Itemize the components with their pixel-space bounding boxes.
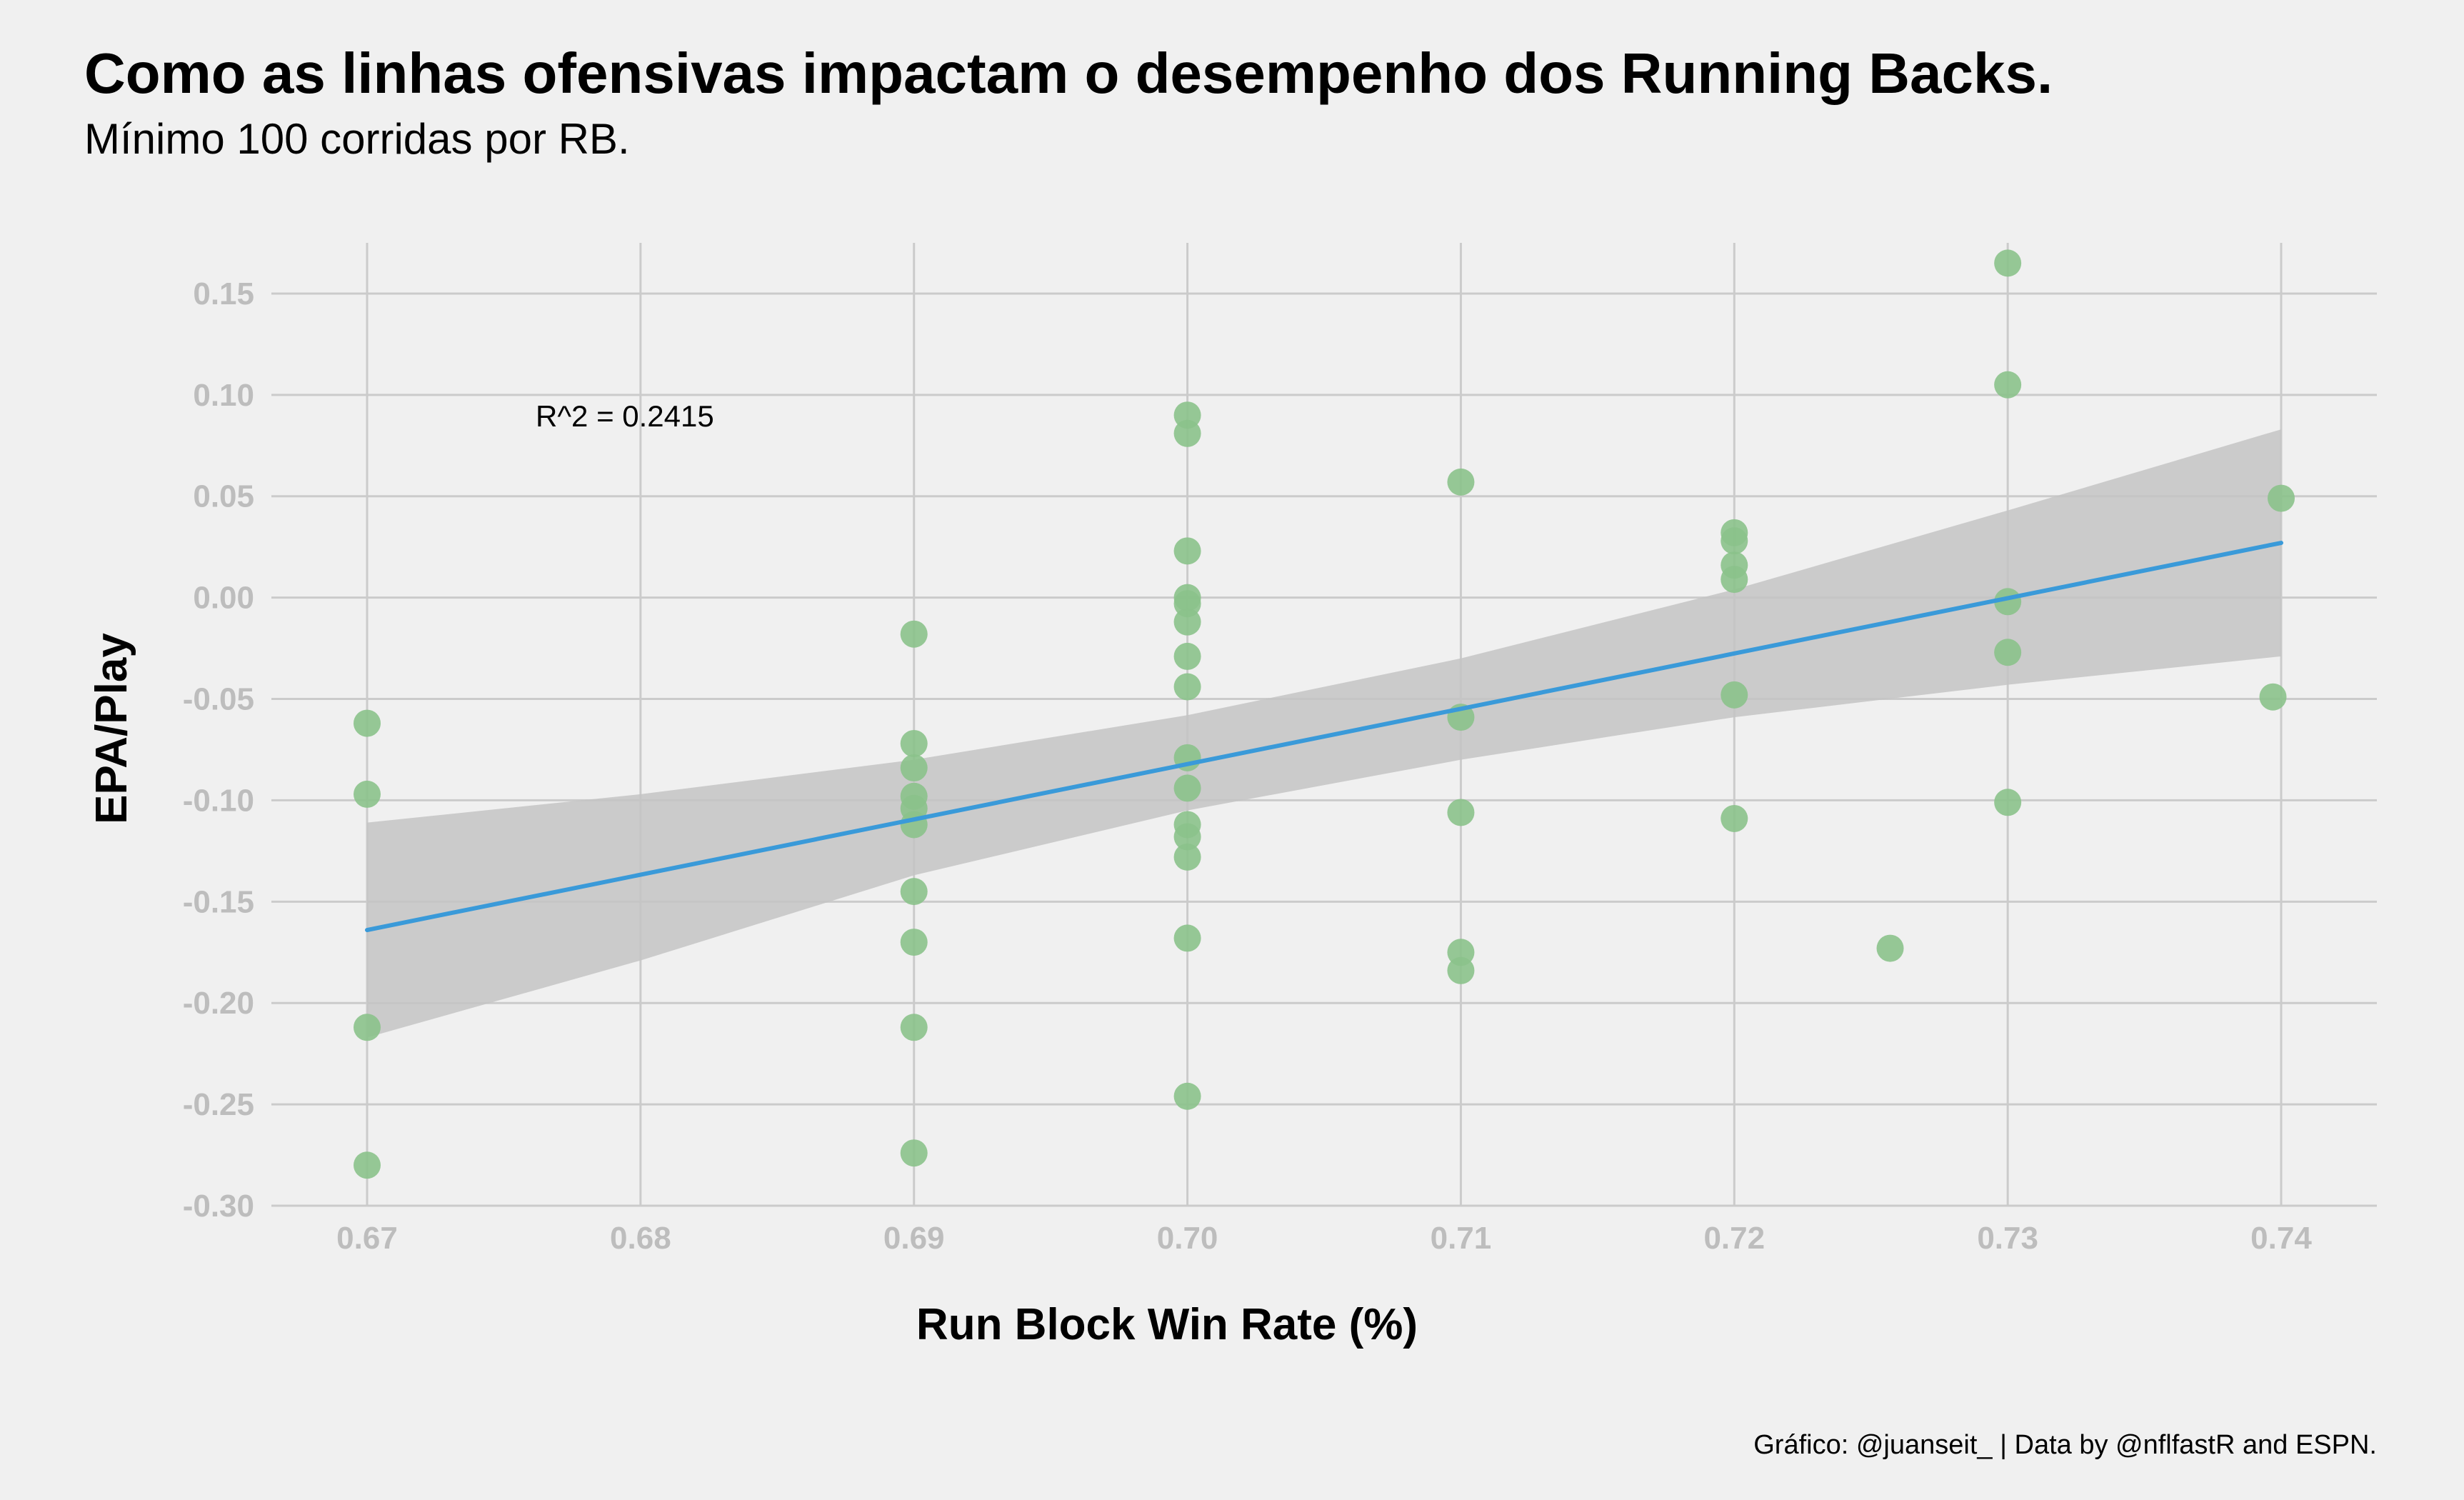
confidence-band <box>367 429 2281 1038</box>
data-point <box>354 709 381 737</box>
data-point <box>900 1139 928 1167</box>
confidence-band-area <box>367 429 2281 1038</box>
data-point <box>354 1014 381 1041</box>
y-tick-labels: -0.30 -0.25 -0.20 -0.15 -0.10 -0.05 0.00 0.05 0.… <box>183 276 254 1224</box>
data-point <box>900 929 928 956</box>
source-caption: Gráfico: @juanseit_ | Data by @nflfastR … <box>1753 1430 2377 1460</box>
y-tick-label: -0.05 <box>183 682 254 717</box>
x-tick-label: 0.71 <box>1431 1221 1492 1256</box>
regression-line <box>365 541 2283 933</box>
data-point <box>354 780 381 808</box>
data-point <box>900 1014 928 1041</box>
data-point <box>900 811 928 839</box>
data-point <box>1994 249 2022 277</box>
data-point <box>1173 843 1201 871</box>
data-point <box>1173 419 1201 447</box>
x-tick-labels: 0.67 0.68 0.69 0.70 0.71 0.72 0.73 0.74 <box>336 1221 2312 1256</box>
data-point <box>1173 608 1201 636</box>
data-point <box>1447 468 1475 496</box>
r-squared-annotation: R^2 = 0.2415 <box>536 399 714 433</box>
y-tick-label: -0.10 <box>183 783 254 818</box>
data-point <box>1721 527 1748 555</box>
x-tick-label: 0.67 <box>336 1221 398 1256</box>
data-point <box>1173 774 1201 802</box>
chart-subtitle: Mínimo 100 corridas por RB. <box>84 115 630 163</box>
data-point <box>1721 566 1748 594</box>
chart-title: Como as linhas ofensivas impactam o dese… <box>84 41 2053 105</box>
data-point <box>1447 956 1475 984</box>
regression-trend-line <box>365 541 2283 933</box>
data-point <box>2259 683 2287 711</box>
x-axis-title: Run Block Win Rate (%) <box>916 1300 1418 1349</box>
data-point <box>1994 639 2022 666</box>
data-point <box>900 620 928 648</box>
x-tick-label: 0.74 <box>2250 1221 2312 1256</box>
data-point <box>1994 789 2022 816</box>
data-point <box>1173 823 1201 851</box>
x-tick-label: 0.68 <box>610 1221 671 1256</box>
data-point <box>1721 804 1748 832</box>
x-tick-label: 0.69 <box>883 1221 945 1256</box>
y-axis-title: EPA/Play <box>87 633 136 824</box>
x-tick-label: 0.72 <box>1703 1221 1765 1256</box>
y-tick-label: -0.25 <box>183 1087 254 1122</box>
data-point <box>900 754 928 782</box>
x-tick-label: 0.70 <box>1157 1221 1218 1256</box>
data-point <box>1447 799 1475 826</box>
data-point <box>1994 371 2022 399</box>
y-tick-label: 0.05 <box>193 479 254 514</box>
y-tick-label: 0.15 <box>193 276 254 311</box>
x-tick-label: 0.73 <box>1977 1221 2038 1256</box>
y-tick-label: -0.15 <box>183 884 254 919</box>
data-point <box>1173 1082 1201 1110</box>
y-tick-label: 0.10 <box>193 378 254 413</box>
data-point <box>1173 642 1201 670</box>
data-point <box>1173 924 1201 952</box>
y-tick-label: -0.20 <box>183 986 254 1021</box>
data-point <box>900 878 928 906</box>
data-point <box>354 1151 381 1179</box>
data-point <box>1173 537 1201 565</box>
y-tick-label: 0.00 <box>193 581 254 616</box>
data-point <box>1173 673 1201 701</box>
data-point <box>1721 681 1748 709</box>
data-point <box>2268 484 2295 512</box>
data-points <box>354 249 2295 1179</box>
y-tick-label: -0.30 <box>183 1189 254 1224</box>
data-point <box>900 729 928 757</box>
data-point <box>1876 934 1904 962</box>
